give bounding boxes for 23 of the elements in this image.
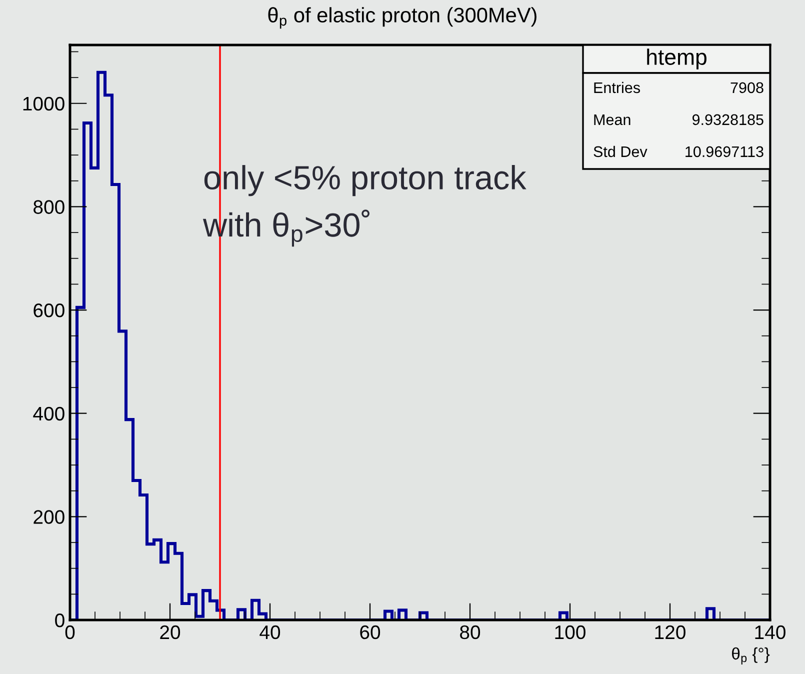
x-tick-label: 60	[360, 625, 380, 640]
x-tick-label: 100	[555, 625, 586, 640]
y-tick-label: 800	[34, 200, 64, 214]
annotation: Std Dev	[594, 146, 648, 158]
x-tick-label: 80	[460, 625, 480, 640]
annotation: 7908	[730, 82, 764, 94]
annotation: Mean	[594, 114, 630, 126]
y-tick-label: 600	[34, 303, 64, 318]
y-tick-label: 200	[34, 510, 64, 524]
chart-title: θ$_{p}$ of elastic proton (300MeV)	[268, 7, 536, 29]
x-axis-title: θ$_{p}$ {°}	[732, 647, 770, 664]
x-tick-label: 0	[65, 625, 75, 640]
y-tick-label: 400	[33, 406, 64, 421]
y-tick-label: 1000	[23, 96, 64, 111]
x-tick-label: 20	[160, 625, 180, 640]
y-tick-label: 0	[55, 613, 64, 628]
x-tick-label: 140	[755, 625, 786, 640]
annotation: 10.9697113	[686, 146, 764, 158]
annotation: 9.9328185	[692, 114, 764, 126]
x-tick-label: 120	[655, 625, 686, 640]
x-tick-label: 40	[260, 625, 280, 640]
annotation: Entries	[594, 82, 640, 94]
annotation: htemp	[647, 48, 706, 70]
